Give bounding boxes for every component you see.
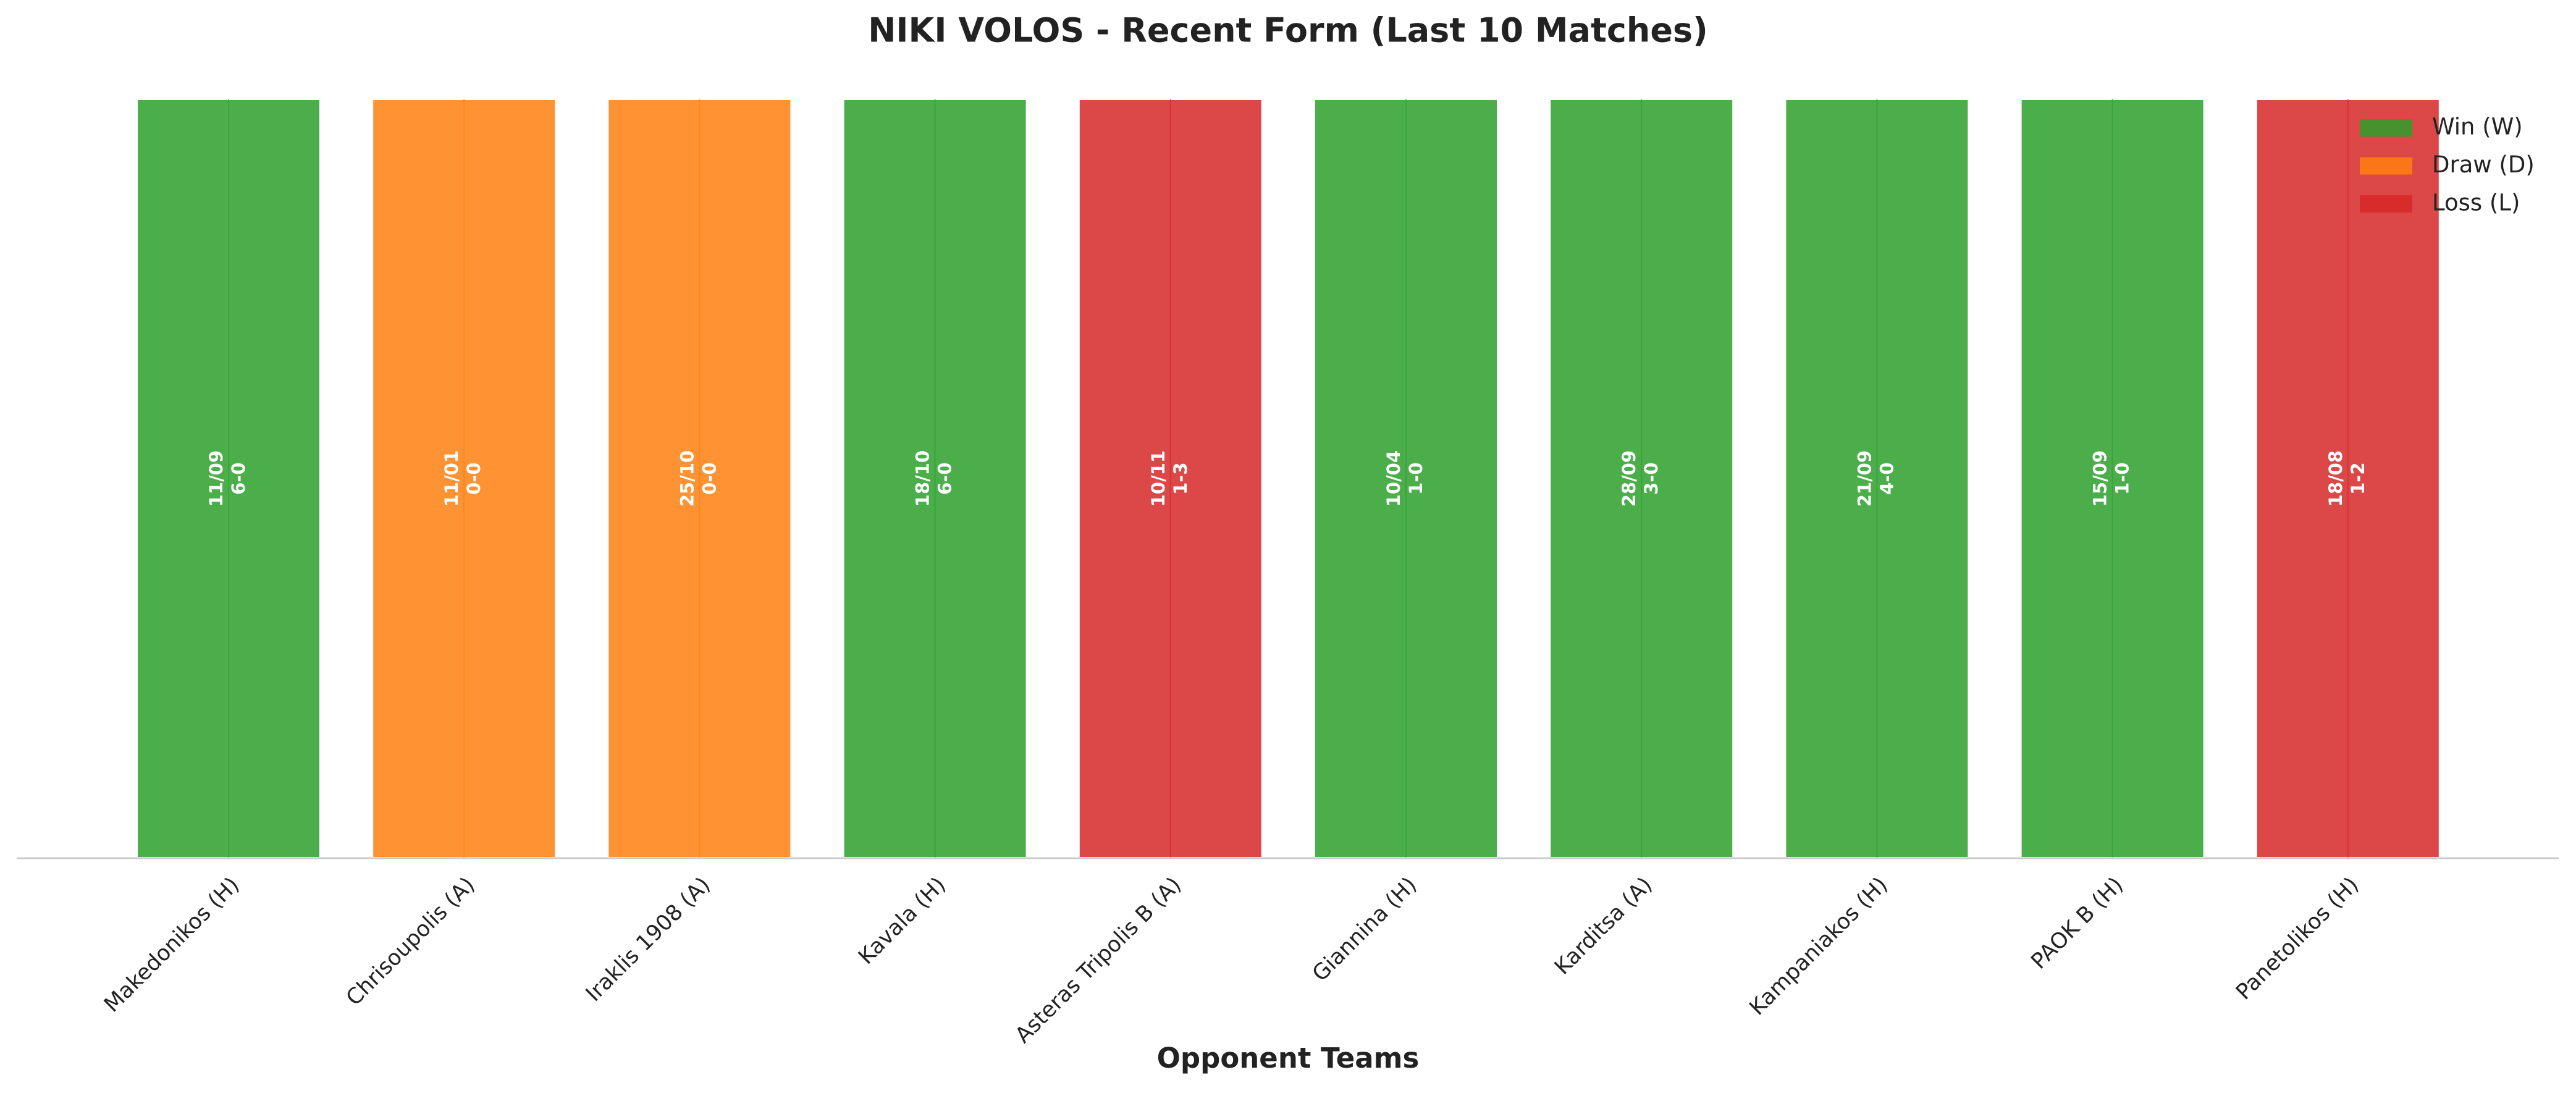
match-score: 0-0 — [699, 462, 720, 494]
legend-label: Loss (L) — [2432, 190, 2520, 216]
x-tick-label: Karditsa (A) — [1550, 872, 1657, 979]
bar-label: 18/106-0 — [912, 450, 956, 507]
bar-label: 11/010-0 — [441, 450, 484, 507]
x-tick-label: Asteras Tripolis B (A) — [1011, 872, 1186, 1048]
match-date: 10/11 — [1148, 450, 1169, 507]
x-tick-label: Kampaniakos (H) — [1745, 872, 1893, 1020]
match-date: 28/09 — [1618, 450, 1639, 507]
bar-label: 18/081-2 — [2325, 450, 2368, 507]
x-tick-label: Chrisoupolis (A) — [342, 872, 480, 1011]
chart-title: NIKI VOLOS - Recent Form (Last 10 Matche… — [868, 11, 1708, 50]
legend-swatch — [2360, 195, 2412, 213]
legend-label: Win (W) — [2432, 114, 2523, 140]
match-date: 25/10 — [676, 450, 697, 507]
x-axis-label: Opponent Teams — [1157, 1042, 1420, 1074]
bar-label: 10/041-0 — [1383, 450, 1426, 507]
x-tick-label: PAOK B (H) — [2027, 872, 2128, 974]
match-score: 1-3 — [1170, 462, 1191, 494]
bar-label: 10/111-3 — [1148, 450, 1191, 507]
legend-swatch — [2360, 119, 2412, 137]
bar-label: 25/100-0 — [676, 450, 720, 507]
x-tick-label: Giannina (H) — [1308, 872, 1421, 986]
match-date: 15/09 — [2090, 450, 2111, 507]
match-score: 6-0 — [228, 462, 249, 494]
match-date: 11/09 — [206, 450, 227, 507]
match-score: 3-0 — [1641, 462, 1662, 494]
match-score: 6-0 — [935, 462, 956, 494]
match-date: 10/04 — [1383, 450, 1404, 507]
x-tick-label: Kavala (H) — [854, 872, 951, 969]
x-tick-label: Panetolikos (H) — [2231, 872, 2363, 1005]
bar-label: 15/091-0 — [2090, 450, 2133, 507]
legend-label: Draw (D) — [2432, 151, 2535, 178]
match-score: 1-0 — [2112, 462, 2133, 494]
match-date: 18/10 — [912, 450, 933, 507]
match-score: 0-0 — [463, 462, 484, 494]
match-date: 18/08 — [2325, 450, 2346, 507]
match-date: 11/01 — [441, 450, 462, 507]
match-date: 21/09 — [1854, 450, 1875, 507]
match-score: 4-0 — [1876, 462, 1897, 494]
match-score: 1-2 — [2347, 462, 2368, 494]
match-score: 1-0 — [1405, 462, 1426, 494]
bar-label: 21/094-0 — [1854, 450, 1897, 507]
x-tick-label: Makedonikos (H) — [99, 872, 244, 1017]
bar-label: 11/096-0 — [206, 450, 249, 507]
x-tick-label: Iraklis 1908 (A) — [581, 872, 715, 1006]
legend-swatch — [2360, 157, 2412, 175]
bar-label: 28/093-0 — [1618, 450, 1662, 507]
